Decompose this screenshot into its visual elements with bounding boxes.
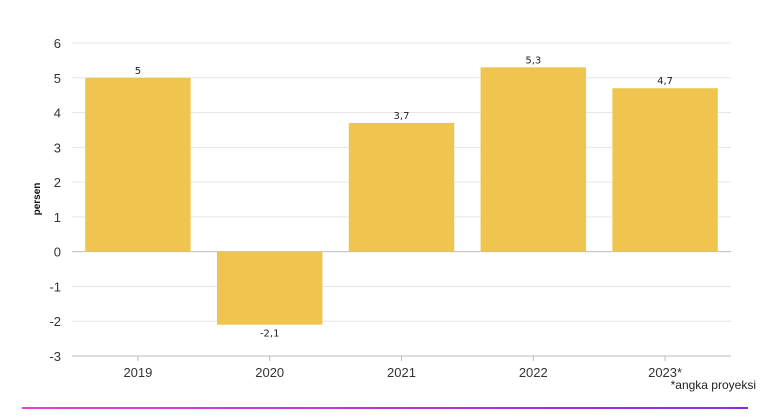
bar-2021 (348, 122, 455, 252)
y-tick-label: 0 (54, 245, 61, 260)
x-axis-ticks: 2019 2020 2021 2022 2023* (123, 356, 682, 380)
y-tick-label: -3 (49, 349, 61, 364)
y-axis-ticks: -3 -2 -1 0 1 2 3 4 5 6 (49, 36, 61, 364)
data-label: 5,3 (525, 55, 541, 66)
y-tick-label: 6 (54, 36, 61, 51)
x-tick-label: 2021 (387, 365, 416, 380)
y-tick-label: 1 (54, 210, 61, 225)
y-tick-label: 5 (54, 71, 61, 86)
bar-2019 (85, 77, 191, 252)
data-labels: 5 -2,1 3,7 5,3 4,7 (135, 55, 673, 339)
bar-2023 (612, 88, 718, 252)
bar-2022 (480, 67, 587, 252)
bars (85, 67, 718, 325)
data-label: -2,1 (260, 329, 280, 340)
y-tick-label: -1 (49, 279, 61, 294)
x-tick-label: 2020 (255, 365, 284, 380)
data-label: 3,7 (394, 111, 410, 122)
data-label: 4,7 (657, 76, 673, 87)
y-tick-label: 2 (54, 175, 61, 190)
y-tick-label: 3 (54, 140, 61, 155)
y-tick-label: -2 (49, 314, 61, 329)
data-label: 5 (135, 66, 141, 77)
x-tick-label: 2022 (519, 365, 548, 380)
y-axis-label: persen (32, 183, 43, 216)
bar-2020 (216, 251, 323, 325)
x-tick-label: 2019 (123, 365, 152, 380)
projection-note: *angka proyeksi (671, 378, 756, 392)
x-tick-label: 2023* (648, 365, 682, 380)
bottom-gradient-rule (22, 407, 748, 409)
y-tick-label: 4 (54, 106, 61, 121)
